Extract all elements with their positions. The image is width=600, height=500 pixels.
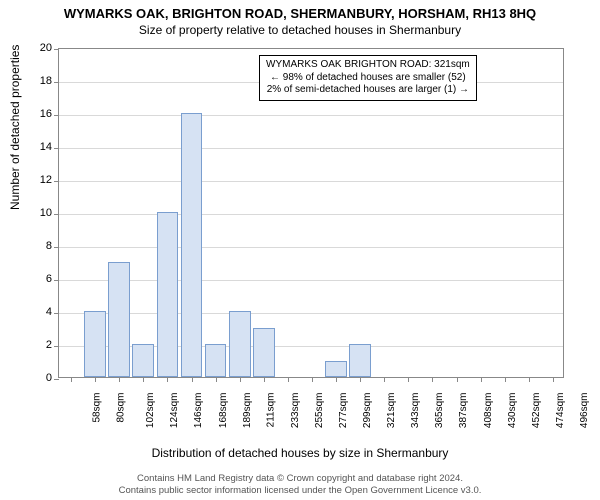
- x-tick-label: 365sqm: [434, 393, 445, 429]
- y-tick-label: 18: [24, 75, 52, 87]
- x-tick-mark: [553, 377, 554, 382]
- x-tick-mark: [288, 377, 289, 382]
- x-tick-mark: [384, 377, 385, 382]
- x-axis-label: Distribution of detached houses by size …: [0, 446, 600, 460]
- plot-area: WYMARKS OAK BRIGHTON ROAD: 321sqm← 98% o…: [58, 48, 564, 378]
- footer-line-1: Contains HM Land Registry data © Crown c…: [0, 473, 600, 485]
- x-tick-mark: [264, 377, 265, 382]
- grid-line: [59, 313, 563, 314]
- footer-attribution: Contains HM Land Registry data © Crown c…: [0, 473, 600, 497]
- bar: [181, 113, 203, 377]
- y-tick-label: 12: [24, 174, 52, 186]
- bar: [84, 311, 106, 377]
- x-tick-label: 189sqm: [242, 393, 253, 429]
- bar: [325, 361, 347, 378]
- y-tick-mark: [54, 49, 59, 50]
- annotation-line: WYMARKS OAK BRIGHTON ROAD: 321sqm: [266, 59, 470, 72]
- chart-title-sub: Size of property relative to detached ho…: [0, 21, 600, 37]
- x-tick-label: 387sqm: [459, 393, 470, 429]
- x-tick-mark: [71, 377, 72, 382]
- x-tick-mark: [457, 377, 458, 382]
- x-tick-mark: [240, 377, 241, 382]
- x-tick-label: 80sqm: [116, 393, 127, 423]
- x-tick-mark: [312, 377, 313, 382]
- y-tick-label: 2: [24, 339, 52, 351]
- x-tick-mark: [143, 377, 144, 382]
- x-tick-label: 408sqm: [483, 393, 494, 429]
- x-tick-label: 168sqm: [218, 393, 229, 429]
- chart-title-main: WYMARKS OAK, BRIGHTON ROAD, SHERMANBURY,…: [0, 0, 600, 21]
- x-tick-label: 124sqm: [169, 393, 180, 429]
- grid-line: [59, 280, 563, 281]
- x-tick-mark: [216, 377, 217, 382]
- annotation-box: WYMARKS OAK BRIGHTON ROAD: 321sqm← 98% o…: [259, 55, 477, 101]
- y-tick-mark: [54, 181, 59, 182]
- y-tick-label: 6: [24, 273, 52, 285]
- y-tick-mark: [54, 148, 59, 149]
- x-tick-mark: [505, 377, 506, 382]
- x-tick-label: 321sqm: [386, 393, 397, 429]
- x-tick-label: 474sqm: [555, 393, 566, 429]
- grid-line: [59, 181, 563, 182]
- bar: [205, 344, 227, 377]
- x-tick-mark: [481, 377, 482, 382]
- y-axis-label: Number of detached properties: [8, 45, 22, 210]
- grid-line: [59, 247, 563, 248]
- x-tick-mark: [192, 377, 193, 382]
- x-tick-label: 277sqm: [338, 393, 349, 429]
- x-tick-label: 102sqm: [145, 393, 156, 429]
- annotation-line: 2% of semi-detached houses are larger (1…: [266, 84, 470, 97]
- x-tick-label: 430sqm: [507, 393, 518, 429]
- x-tick-mark: [360, 377, 361, 382]
- x-tick-mark: [432, 377, 433, 382]
- x-tick-mark: [167, 377, 168, 382]
- x-tick-mark: [529, 377, 530, 382]
- y-tick-mark: [54, 313, 59, 314]
- annotation-line: ← 98% of detached houses are smaller (52…: [266, 72, 470, 85]
- y-tick-mark: [54, 214, 59, 215]
- x-tick-label: 58sqm: [92, 393, 103, 423]
- grid-line: [59, 148, 563, 149]
- x-tick-label: 299sqm: [362, 393, 373, 429]
- y-tick-label: 4: [24, 306, 52, 318]
- x-tick-mark: [408, 377, 409, 382]
- x-tick-label: 146sqm: [194, 393, 205, 429]
- grid-line: [59, 214, 563, 215]
- grid-line: [59, 115, 563, 116]
- y-tick-label: 16: [24, 108, 52, 120]
- bar: [157, 212, 179, 377]
- y-tick-mark: [54, 379, 59, 380]
- x-tick-label: 496sqm: [579, 393, 590, 429]
- bar: [253, 328, 275, 378]
- y-tick-label: 20: [24, 42, 52, 54]
- bar: [108, 262, 130, 378]
- bar: [349, 344, 371, 377]
- x-tick-label: 233sqm: [290, 393, 301, 429]
- y-tick-label: 14: [24, 141, 52, 153]
- x-tick-label: 452sqm: [531, 393, 542, 429]
- x-tick-label: 255sqm: [314, 393, 325, 429]
- y-tick-mark: [54, 247, 59, 248]
- x-tick-mark: [95, 377, 96, 382]
- y-tick-mark: [54, 115, 59, 116]
- x-tick-mark: [119, 377, 120, 382]
- bar: [229, 311, 251, 377]
- y-tick-label: 10: [24, 207, 52, 219]
- y-tick-mark: [54, 346, 59, 347]
- footer-line-2: Contains public sector information licen…: [0, 485, 600, 497]
- bar: [132, 344, 154, 377]
- y-tick-label: 8: [24, 240, 52, 252]
- y-tick-mark: [54, 82, 59, 83]
- x-tick-mark: [336, 377, 337, 382]
- y-tick-label: 0: [24, 372, 52, 384]
- x-tick-label: 211sqm: [265, 393, 276, 428]
- x-tick-label: 343sqm: [410, 393, 421, 429]
- y-tick-mark: [54, 280, 59, 281]
